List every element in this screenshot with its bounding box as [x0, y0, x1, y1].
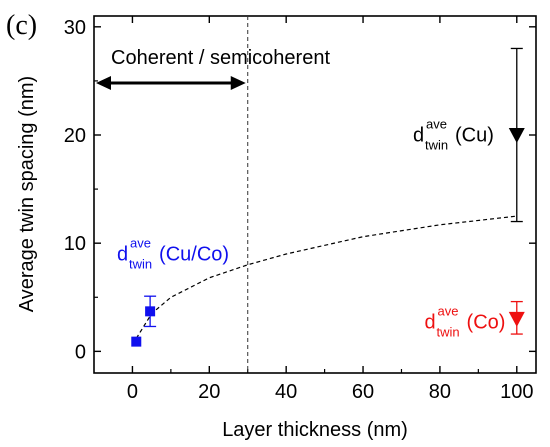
- annotation-base: d: [425, 312, 436, 334]
- annotation-suffix: (Co): [467, 312, 506, 334]
- data-point-square: [131, 336, 142, 347]
- reference-lines: Coherent / semicoherent: [96, 16, 330, 373]
- x-tick-label: 20: [198, 381, 220, 403]
- y-axis-label: Average twin spacing (nm): [16, 76, 38, 312]
- x-axis-label: Layer thickness (nm): [222, 419, 408, 441]
- fit-curve: [135, 215, 517, 339]
- data-point-triangle: [508, 311, 525, 327]
- y-tick-label: 20: [64, 125, 86, 147]
- data-point-triangle: [508, 128, 525, 143]
- y-tick-label: 10: [64, 233, 86, 255]
- annotation-sup: ave: [130, 235, 151, 250]
- x-tick-label: 60: [352, 381, 374, 403]
- annotation-suffix: (Cu): [455, 124, 494, 146]
- panel-label: (c): [6, 10, 37, 41]
- plot-frame: [93, 15, 537, 374]
- data-layer: [131, 47, 525, 347]
- region-arrow-head-left: [96, 76, 111, 90]
- y-tick-label: 30: [64, 17, 86, 39]
- annotation-base: d: [413, 124, 424, 146]
- annotation-sup: ave: [426, 116, 447, 131]
- x-tick-label: 100: [500, 381, 533, 403]
- annotation-base: d: [117, 243, 128, 265]
- x-tick-label: 40: [275, 381, 297, 403]
- region-arrow-head-right: [230, 76, 246, 90]
- annotation-sub: twin: [129, 256, 152, 271]
- annotation-sub: twin: [437, 325, 460, 340]
- y-tick-label: 0: [75, 341, 86, 363]
- x-tick-label: 0: [127, 381, 138, 403]
- x-tick-label: 80: [429, 381, 451, 403]
- axis-ticks: 0 20 40 60 80 100 0 10 20 30: [64, 16, 536, 403]
- data-point-square: [145, 306, 156, 317]
- annotation-suffix: (Cu/Co): [159, 243, 229, 265]
- region-label: Coherent / semicoherent: [111, 47, 330, 69]
- annotation-sub: twin: [425, 137, 448, 152]
- annotation-sup: ave: [438, 304, 459, 319]
